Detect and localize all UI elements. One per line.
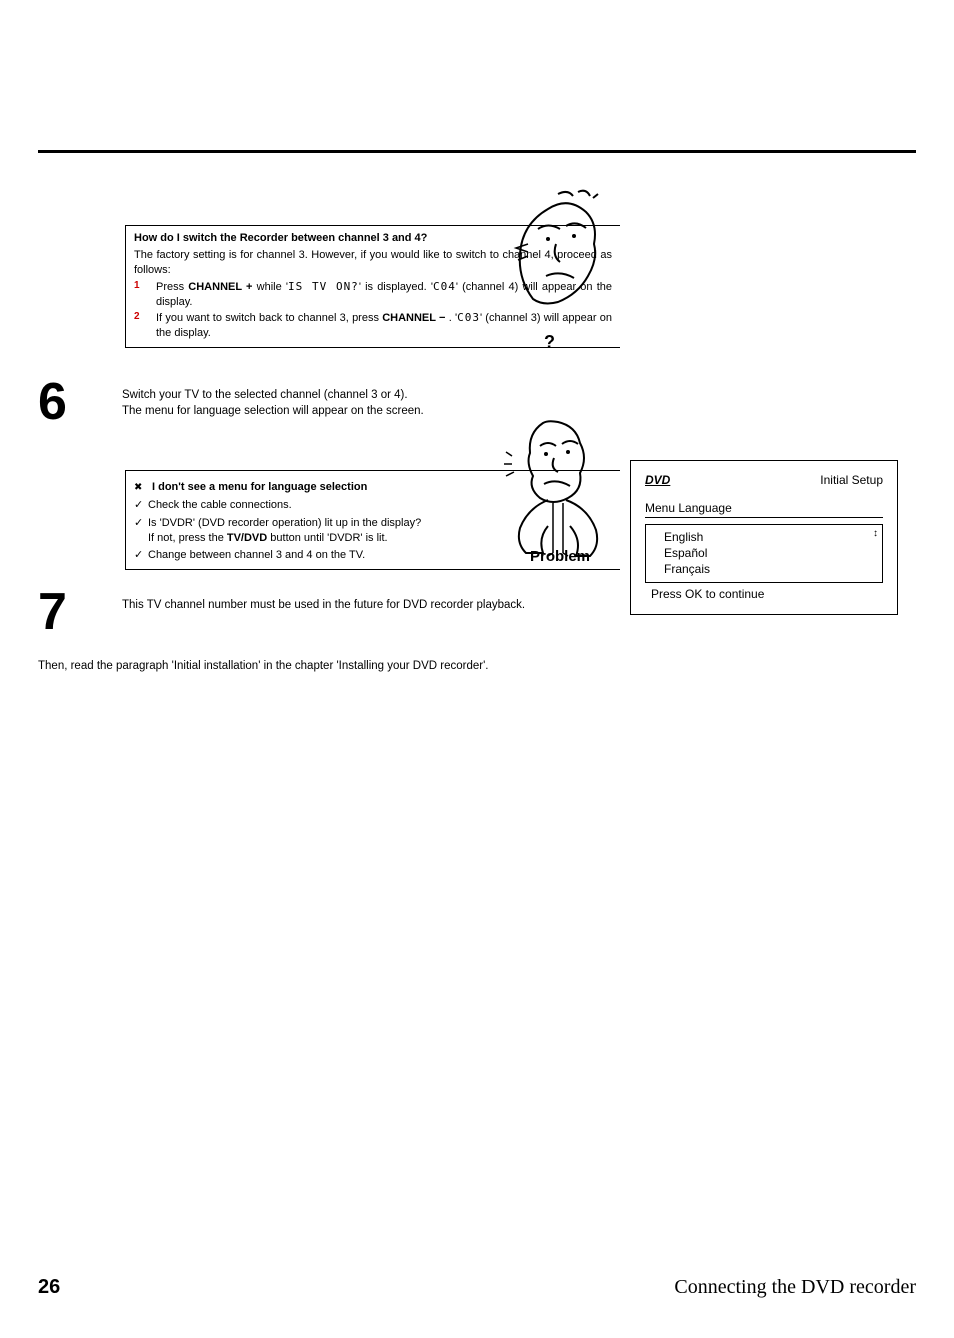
osd-footer: Press OK to continue xyxy=(651,587,883,601)
dvd-logo: DVD xyxy=(645,473,670,487)
t: If not, press the xyxy=(148,532,227,544)
t: If you want to switch back to channel 3,… xyxy=(156,312,382,324)
step6-line2: The menu for language selection will app… xyxy=(122,405,424,417)
step-number-1: 1 xyxy=(134,280,156,310)
header-rule xyxy=(38,150,916,153)
tv-dvd-button-label: TV/DVD xyxy=(227,532,267,544)
callout1-intro: The factory setting is for channel 3. Ho… xyxy=(134,248,612,278)
step-number-2: 2 xyxy=(134,311,156,341)
osd-subtitle: Menu Language xyxy=(645,501,883,518)
language-option-english: English xyxy=(664,529,872,545)
t: while ' xyxy=(252,281,288,293)
step-7-text: This TV channel number must be used in t… xyxy=(122,598,592,614)
question-mark-icon: ? xyxy=(544,332,555,353)
step6-line1: Switch your TV to the selected channel (… xyxy=(122,389,408,401)
problem-label: Problem xyxy=(530,548,590,565)
step-7-number: 7 xyxy=(38,582,67,642)
channel-switch-callout: How do I switch the Recorder between cha… xyxy=(125,225,620,348)
channel-minus-button-label: CHANNEL − xyxy=(382,312,445,324)
language-listbox: ↕ English Español Français xyxy=(645,524,883,583)
t: Press xyxy=(156,281,188,293)
problem-heading: I don't see a menu for language selectio… xyxy=(152,480,612,495)
channel-plus-button-label: CHANNEL + xyxy=(188,281,252,293)
final-instruction: Then, read the paragraph 'Initial instal… xyxy=(38,660,858,672)
check-icon: ✓ xyxy=(134,516,148,531)
osd-menu-box: DVD Initial Setup Menu Language ↕ Englis… xyxy=(630,460,898,615)
chapter-title: Connecting the DVD recorder xyxy=(674,1276,916,1299)
check-icon: ✓ xyxy=(134,548,148,563)
check-icon: ✓ xyxy=(134,498,148,513)
callout1-step1: 1 Press CHANNEL + while 'IS TV ON?' is d… xyxy=(134,280,612,310)
updown-arrow-icon: ↕ xyxy=(873,527,878,541)
page-number: 26 xyxy=(38,1276,60,1299)
callout1-heading: How do I switch the Recorder between cha… xyxy=(134,232,612,244)
x-icon: ✖ xyxy=(134,481,148,495)
callout1-step2: 2 If you want to switch back to channel … xyxy=(134,311,612,341)
problem-item-1: Check the cable connections. xyxy=(148,498,612,513)
t: ' is displayed. ' xyxy=(359,281,433,293)
display-text: IS TV ON? xyxy=(288,280,359,293)
step-6-number: 6 xyxy=(38,372,67,432)
language-option-espanol: Español xyxy=(664,545,872,561)
osd-title: Initial Setup xyxy=(820,473,883,487)
problem-item-2a: Is 'DVDR' (DVD recorder operation) lit u… xyxy=(148,517,421,529)
t: . ' xyxy=(445,312,457,324)
display-text: C03 xyxy=(457,311,480,324)
display-text: C04 xyxy=(433,280,456,293)
language-option-francais: Français xyxy=(664,561,872,577)
t: button until 'DVDR' is lit. xyxy=(267,532,387,544)
